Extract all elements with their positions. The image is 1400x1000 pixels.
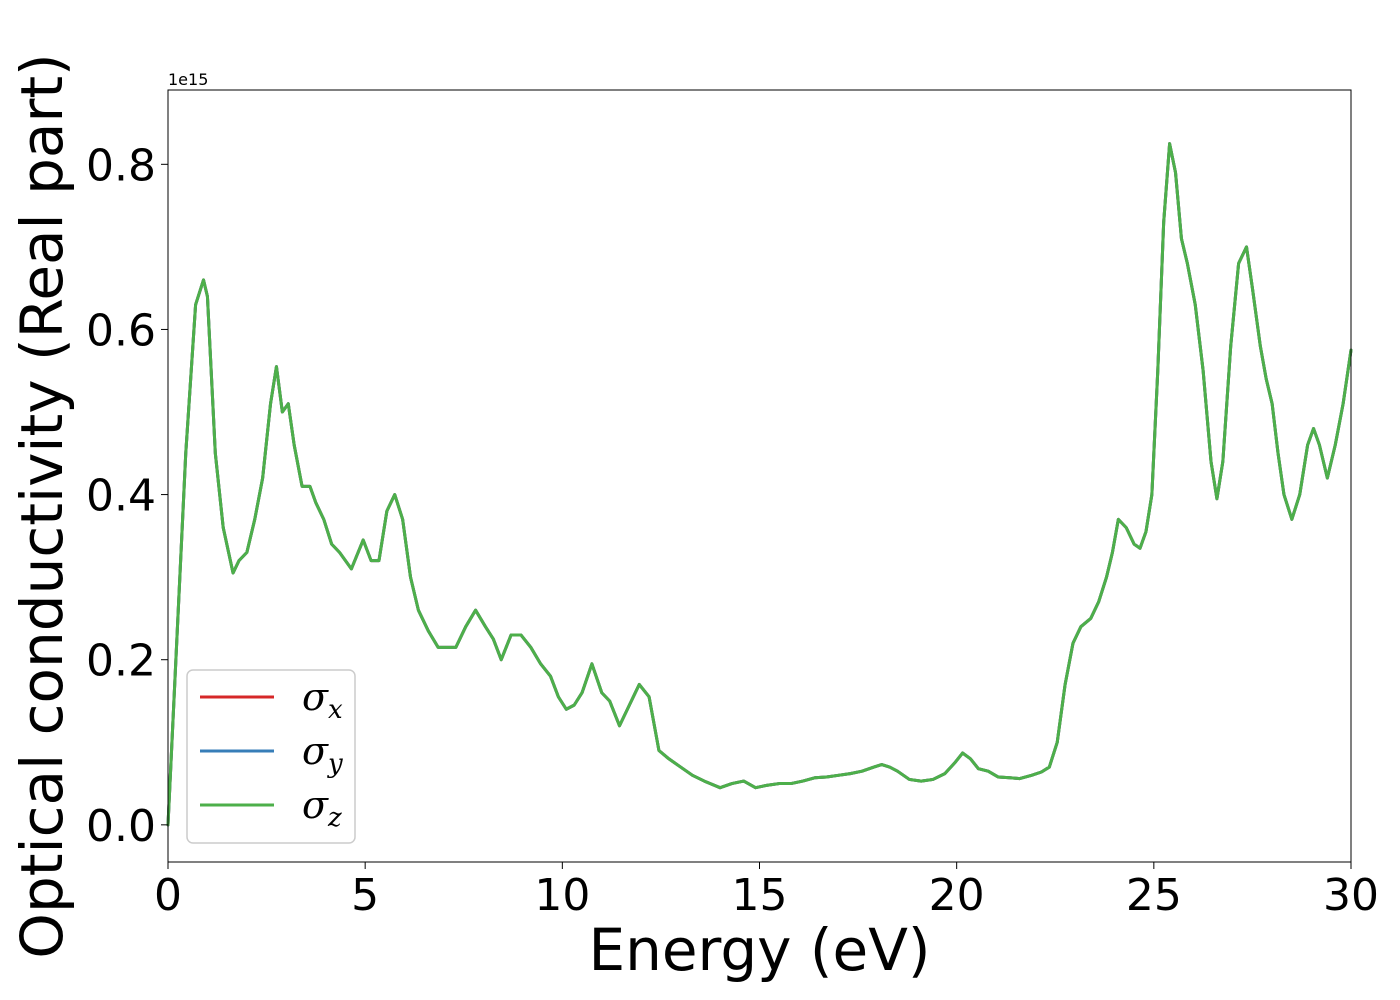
x-tick-label: 25 [1126,870,1182,921]
y-tick-label: 0.0 [86,801,156,852]
y-tick-label: 0.6 [86,305,156,356]
x-axis-label: Energy (eV) [588,916,930,984]
x-tick-label: 30 [1323,870,1379,921]
y-tick-label: 0.2 [86,636,156,687]
legend-label: σx [302,675,343,725]
y-tick-label: 0.8 [86,140,156,191]
legend-label: σy [302,729,343,779]
plot-lines [166,142,1353,827]
y-axis: 0.0 0.2 0.4 0.6 0.8 [86,140,168,852]
x-tick-label: 5 [351,870,379,921]
series-line-σz [166,142,1353,827]
legend-box [186,669,356,844]
y-offset-label: 1e15 [168,70,208,89]
y-axis-label: Optical conductivity (Real part) [8,53,76,958]
x-axis: 0 5 10 15 20 25 30 [154,862,1379,921]
y-tick-label: 0.4 [86,471,156,522]
legend-label: σz [302,783,342,833]
x-tick-label: 10 [534,870,590,921]
x-tick-label: 15 [732,870,788,921]
x-tick-label: 20 [929,870,985,921]
x-tick-label: 0 [154,870,182,921]
